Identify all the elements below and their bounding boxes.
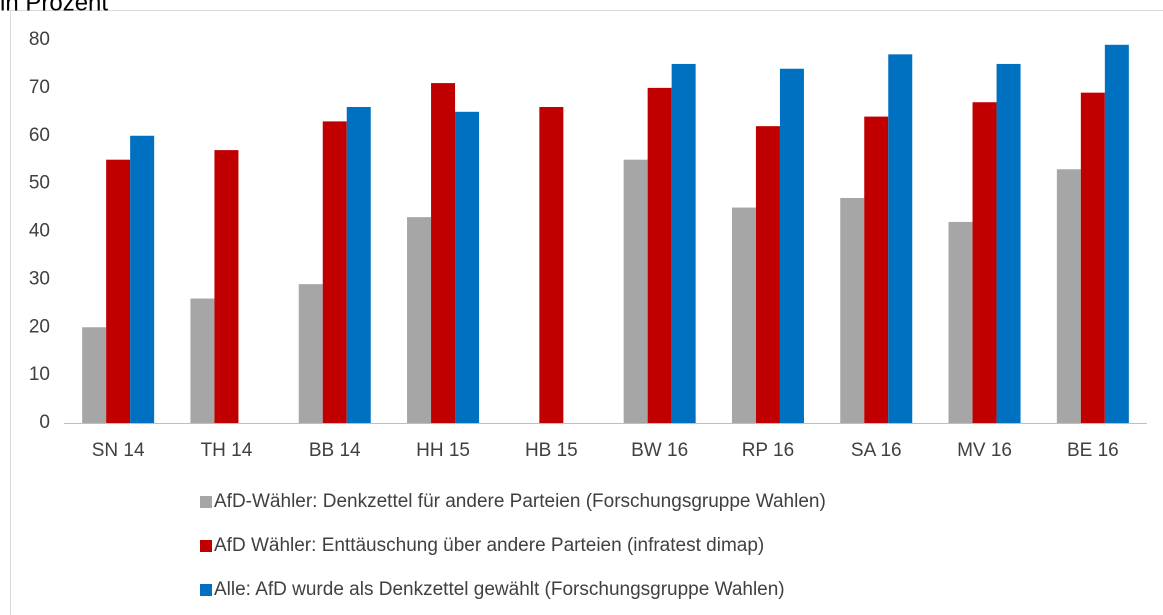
y-tick-label: 30: [29, 268, 50, 289]
bar: [190, 298, 215, 423]
bar: [840, 197, 865, 423]
chart-title: in Prozent: [0, 0, 108, 16]
y-tick-label: 60: [29, 125, 50, 146]
bar: [671, 63, 696, 423]
x-tick-label: BE 16: [1067, 440, 1119, 461]
y-tick-label: 70: [29, 77, 50, 98]
bar: [864, 116, 889, 423]
bar: [407, 217, 432, 423]
bar: [298, 284, 323, 423]
bar: [539, 107, 564, 424]
bar: [1080, 92, 1105, 423]
legend-label: AfD Wähler: Enttäuschung über andere Par…: [214, 535, 764, 556]
bar: [346, 107, 371, 424]
x-tick-label: MV 16: [957, 440, 1012, 461]
x-tick-label: SA 16: [851, 440, 902, 461]
bar: [623, 159, 648, 423]
bar: [130, 135, 155, 423]
x-tick-label: BW 16: [631, 440, 688, 461]
bar: [214, 150, 239, 424]
bar: [82, 327, 107, 423]
y-tick-label: 20: [29, 316, 50, 337]
x-tick-label: RP 16: [742, 440, 794, 461]
bar: [322, 121, 347, 423]
y-tick-label: 40: [29, 221, 50, 242]
bar: [1104, 44, 1129, 423]
x-tick-label: BB 14: [309, 440, 361, 461]
x-tick-label: HH 15: [416, 440, 470, 461]
y-tick-label: 0: [39, 412, 50, 433]
y-tick-label: 80: [29, 29, 50, 50]
bar: [779, 68, 804, 423]
y-tick-label: 50: [29, 173, 50, 194]
chart-border: [10, 10, 1163, 615]
bar: [972, 102, 997, 424]
legend-swatch: [200, 496, 212, 508]
bar: [948, 221, 973, 423]
bar: [731, 207, 756, 423]
x-tick-label: HB 15: [525, 440, 578, 461]
bar: [455, 111, 480, 423]
bar: [431, 83, 456, 424]
bar: [755, 126, 780, 424]
bar: [647, 87, 672, 423]
legend-swatch: [200, 540, 212, 552]
x-tick-label: TH 14: [201, 440, 253, 461]
bar: [1056, 169, 1081, 423]
legend-label: Alle: AfD wurde als Denkzettel gewählt (…: [214, 579, 785, 600]
x-tick-label: SN 14: [92, 440, 145, 461]
legend-label: AfD-Wähler: Denkzettel für andere Partei…: [214, 491, 826, 512]
y-tick-label: 10: [29, 364, 50, 385]
bar: [996, 63, 1021, 423]
bar: [888, 54, 913, 424]
legend-swatch: [200, 584, 212, 596]
bar: [106, 159, 131, 423]
